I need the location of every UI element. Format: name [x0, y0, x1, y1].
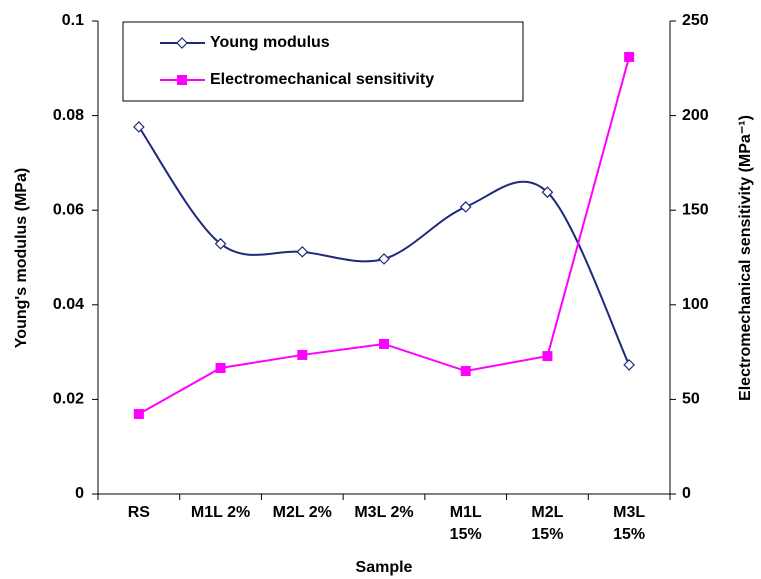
y-tick-label: 0.06: [53, 201, 84, 218]
point: [296, 245, 309, 258]
x-tick-label-box: M3L 15%: [613, 504, 646, 543]
x-tick-label: M1L 15%: [449, 504, 482, 543]
x-tick-label-box: M2L 15%: [531, 504, 564, 543]
point: [379, 338, 389, 349]
point: [177, 75, 187, 85]
point: [624, 51, 635, 62]
x-tick-label-box: M2L 2%: [272, 504, 332, 521]
y-tick-label: 0.1: [62, 12, 84, 29]
point: [176, 37, 188, 49]
y-tick-label: 0.02: [53, 391, 84, 408]
point: [459, 201, 472, 213]
y2-tick-label: 100: [682, 296, 709, 313]
legend-label: Electromechanical sensitivity: [210, 71, 434, 88]
point: [133, 408, 144, 419]
x-tick-label: M2L 15%: [531, 504, 564, 543]
point: [460, 366, 471, 377]
y2-tick-label: 250: [682, 12, 709, 29]
point: [214, 237, 227, 250]
y2-tick-label: 0: [682, 485, 691, 502]
x-tick-label-box: M1L 2%: [190, 504, 251, 521]
x-tick-label: M3L 2%: [354, 504, 414, 521]
y2-tick-label: 50: [682, 391, 700, 408]
point: [133, 121, 145, 133]
x-tick-label-box: RS: [127, 504, 150, 521]
y2-tick-label: 200: [682, 107, 709, 124]
x-tick-label: RS: [127, 504, 150, 521]
x-tick-label: M2L 2%: [272, 504, 332, 521]
y-tick-label: 0.04: [53, 296, 84, 313]
point: [215, 362, 226, 373]
point: [541, 186, 554, 199]
legend-box: [122, 21, 524, 102]
y-tick-label: 0.08: [53, 107, 84, 124]
x-tick-label-box: M1L 15%: [449, 504, 482, 543]
y2-axis-title: Electromechanical sensitivity (MPa⁻¹): [737, 115, 754, 401]
y-tick-label: 0: [75, 485, 84, 502]
legend-label: Young modulus: [210, 34, 330, 51]
point: [297, 349, 308, 360]
point: [378, 253, 390, 265]
point: [623, 359, 635, 371]
point: [542, 351, 553, 362]
x-tick-label-box: M3L 2%: [354, 504, 414, 521]
x-axis-title: Sample: [356, 559, 413, 576]
x-tick-label: M1L 2%: [190, 504, 251, 521]
y2-tick-label: 150: [682, 201, 709, 218]
x-tick-label: M3L 15%: [613, 504, 646, 543]
y-axis-title: Young's modulus (MPa): [13, 168, 30, 348]
